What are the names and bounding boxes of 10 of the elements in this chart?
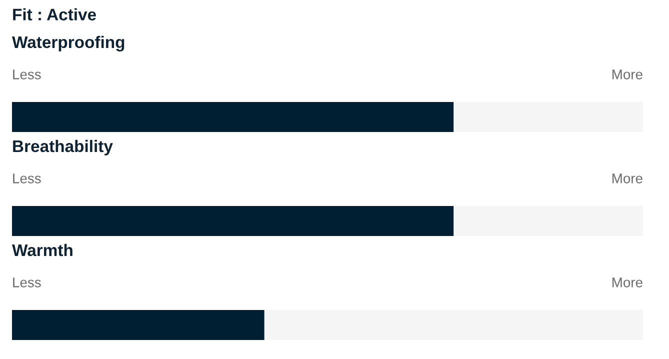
chart-title: Waterproofing — [12, 36, 124, 52]
text: More — [612, 278, 642, 288]
text: Less — [13, 70, 41, 80]
chart-title: Warmth — [12, 244, 72, 256]
text: Less — [13, 174, 41, 184]
chart-title: Breathability — [13, 140, 113, 156]
text: More — [612, 70, 642, 80]
text: Fit : Active — [13, 8, 96, 20]
text: More — [612, 174, 642, 184]
text: Less — [13, 278, 41, 288]
